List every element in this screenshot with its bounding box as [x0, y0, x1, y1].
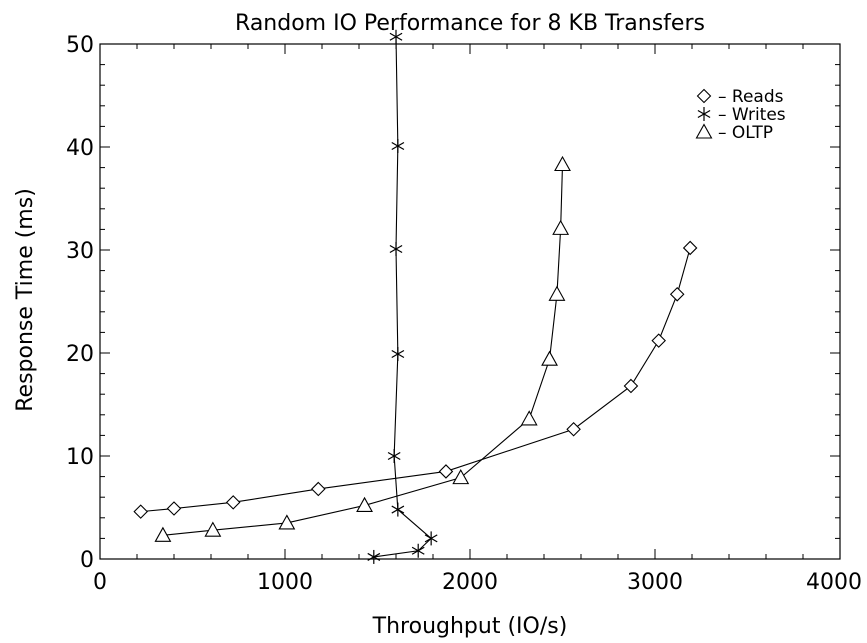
chart-title: Random IO Performance for 8 KB Transfers	[235, 11, 705, 36]
data-point-writes	[387, 449, 401, 463]
series-layer	[133, 29, 698, 564]
y-tick-label: 0	[80, 548, 94, 573]
series-line-writes	[373, 36, 432, 558]
x-tick-label: 1000	[257, 570, 313, 595]
legend-label-writes: – Writes	[718, 105, 786, 125]
data-point-writes	[391, 138, 405, 153]
x-axis: 0 1000 2000 3000 4000	[93, 44, 862, 595]
legend: – Reads– Writes– OLTP	[695, 87, 786, 143]
y-tick-label: 20	[66, 342, 94, 367]
data-point-reads	[623, 378, 639, 394]
data-point-reads	[166, 501, 182, 516]
series-line-oltp	[162, 164, 564, 536]
x-axis-title: Throughput (IO/s)	[372, 614, 568, 639]
y-tick-label: 10	[66, 445, 94, 470]
data-point-oltp	[541, 350, 558, 366]
data-point-oltp	[452, 468, 470, 485]
legend-marker-oltp	[695, 123, 713, 139]
data-point-writes	[389, 241, 403, 256]
data-point-reads	[311, 481, 326, 497]
legend-label-oltp: – OLTP	[718, 123, 773, 143]
legend-marker-writes	[697, 107, 711, 121]
data-point-reads	[669, 287, 685, 302]
y-tick-label: 30	[66, 239, 94, 264]
data-point-reads	[651, 333, 666, 348]
data-point-oltp	[204, 521, 222, 537]
data-point-oltp	[154, 526, 172, 542]
x-tick-label: 4000	[806, 570, 862, 595]
data-point-oltp	[548, 285, 566, 301]
legend-label-reads: – Reads	[718, 87, 784, 107]
data-point-writes	[424, 531, 438, 546]
data-point-writes	[411, 543, 425, 558]
data-point-writes	[391, 502, 405, 517]
data-point-writes	[389, 29, 403, 44]
data-point-oltp	[356, 496, 373, 512]
data-point-writes	[367, 549, 381, 564]
data-point-oltp	[520, 410, 538, 426]
y-tick-label: 50	[66, 33, 94, 58]
data-point-oltp	[554, 155, 571, 172]
data-point-reads	[682, 240, 698, 256]
data-point-oltp	[278, 514, 296, 530]
series-line-reads	[140, 247, 691, 513]
data-point-reads	[225, 495, 241, 510]
x-tick-label: 2000	[442, 570, 498, 595]
y-axis-title: Response Time (ms)	[13, 188, 38, 412]
y-axis: 0 10 20 30 40 50	[66, 33, 840, 573]
data-point-reads	[133, 504, 148, 519]
legend-marker-reads	[696, 88, 712, 104]
y-tick-label: 40	[66, 136, 94, 161]
x-tick-label: 3000	[627, 570, 683, 595]
data-point-writes	[391, 347, 405, 362]
data-point-reads	[566, 421, 581, 437]
x-tick-label: 0	[93, 570, 107, 595]
data-point-oltp	[552, 219, 570, 235]
data-point-reads	[438, 464, 454, 479]
